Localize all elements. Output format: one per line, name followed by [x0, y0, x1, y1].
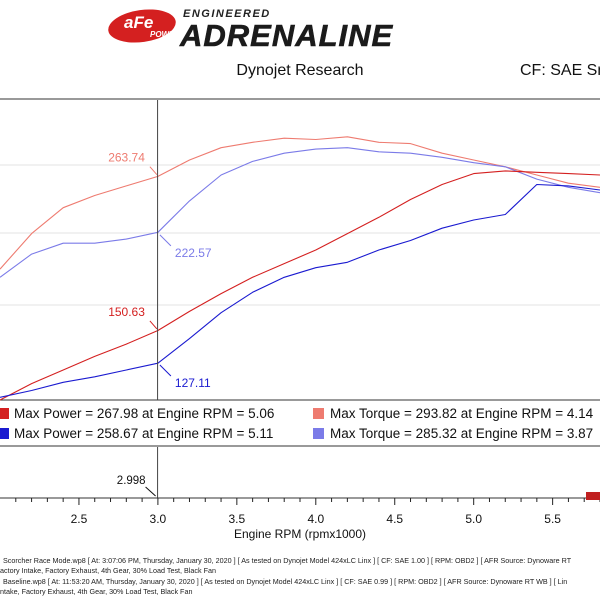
x-tick-label-2: 3.5 — [228, 512, 245, 526]
x-tick-label-4: 4.5 — [386, 512, 403, 526]
footer-run2-line1: Baseline.wp8 [ At: 11:53:20 AM, Thursday… — [3, 577, 567, 586]
legend-power-race: Max Power = 267.98 at Engine RPM = 5.06 — [14, 406, 274, 421]
x-tick-label-6: 5.5 — [544, 512, 561, 526]
annotation-label-1: 222.57 — [175, 246, 212, 260]
logo-power-text: POWER — [150, 30, 180, 39]
correction-factor-label: CF: SAE Sm — [520, 62, 600, 79]
series-layer — [0, 136, 600, 401]
footer-run1-line1: Scorcher Race Mode.wp8 [ At: 3:07:06 PM,… — [3, 556, 572, 565]
series-line-2 — [0, 170, 600, 401]
legend-swatch-power-race — [0, 408, 9, 419]
legend-swatch-torque-base — [313, 428, 324, 439]
x-tick-label-3: 4.0 — [307, 512, 324, 526]
series-line-1 — [0, 147, 600, 278]
logo-afe-text: aFe — [124, 13, 153, 32]
series-line-3 — [0, 183, 600, 398]
legend-torque-race: Max Torque = 293.82 at Engine RPM = 4.14 — [330, 406, 594, 421]
legend-torque-base: Max Torque = 285.32 at Engine RPM = 3.87 — [330, 426, 593, 441]
legend: Max Power = 267.98 at Engine RPM = 5.06 … — [0, 406, 594, 441]
cursor-readout: 2.998 — [117, 475, 146, 487]
logo-adrenaline-text: ADRENALINE — [179, 18, 394, 53]
legend-swatch-torque-race — [313, 408, 324, 419]
watermark-mark — [586, 492, 600, 500]
annotation-label-2: 150.63 — [108, 305, 145, 319]
annotation-0: 263.74 — [108, 151, 158, 176]
annotation-leader-0 — [149, 166, 158, 176]
annotation-label-3: 127.11 — [175, 376, 211, 390]
annotation-leader-2 — [149, 320, 158, 330]
annotation-3: 127.11 — [159, 364, 211, 390]
cursor-readout-arrow — [145, 486, 156, 497]
footer-run2-line2: ntake, Factory Exhaust, 4th Gear, 30% Lo… — [0, 587, 192, 596]
annotation-2: 150.63 — [108, 305, 158, 330]
logo-engineered-text: ENGINEERED — [183, 8, 271, 20]
series-line-0 — [0, 136, 600, 270]
x-tick-label-5: 5.0 — [465, 512, 482, 526]
annotation-label-0: 263.74 — [108, 151, 145, 165]
legend-swatch-power-base — [0, 428, 9, 439]
footer-run1-line2: actory Intake, Factory Exhaust, 4th Gear… — [0, 566, 216, 575]
legend-power-base: Max Power = 258.67 at Engine RPM = 5.11 — [14, 426, 273, 441]
annotations: 263.74 222.57 150.63 127.11 — [108, 151, 212, 390]
annotation-leader-1 — [159, 234, 172, 247]
annotation-1: 222.57 — [159, 234, 212, 260]
x-tick-label-0: 2.5 — [71, 512, 88, 526]
x-tick-label-1: 3.0 — [150, 512, 167, 526]
gridlines — [0, 164, 600, 306]
annotation-leader-3 — [159, 364, 172, 377]
header: aFe POWER ENGINEERED ADRENALINE Dynojet … — [108, 8, 600, 79]
x-axis-ticks: 2.5 3.0 3.5 4.0 4.5 5.0 5.5 — [15, 498, 600, 526]
footer: Scorcher Race Mode.wp8 [ At: 3:07:06 PM,… — [0, 556, 572, 596]
cursor-layer: 2.998 — [117, 100, 159, 498]
x-axis-label: Engine RPM (rpmx1000) — [234, 527, 366, 541]
afe-logo: aFe POWER — [108, 9, 180, 43]
chart-title: Dynojet Research — [236, 62, 363, 79]
